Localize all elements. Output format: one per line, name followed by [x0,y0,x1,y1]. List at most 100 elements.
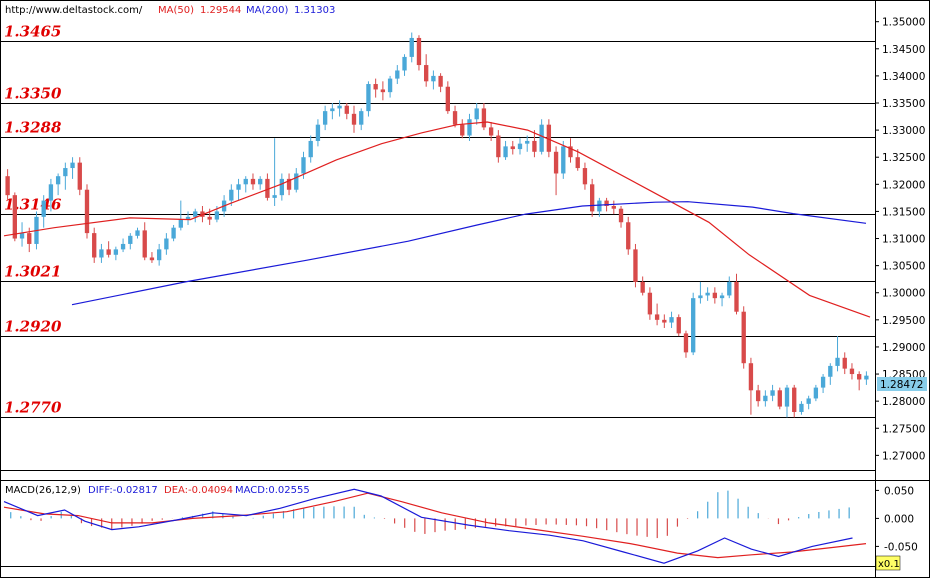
candle-body [618,208,624,223]
ma50-value: 1.29544 [200,5,241,16]
candle [416,35,422,71]
candle [55,173,61,196]
candle-body [741,311,746,364]
candle [229,184,234,206]
candle [748,357,754,415]
candle-body [63,168,68,177]
candle-body [857,374,862,380]
candle [243,176,248,193]
candle-body [344,105,349,114]
candle-body [496,135,501,158]
candle [409,32,414,63]
candle-body [142,230,147,258]
macd-axis: 0.050 0.000 -0.050 [875,485,918,553]
candle [12,192,17,242]
macd-diff-line [3,488,853,564]
candle-body [380,89,386,93]
price-tick-label: 1.34500 [882,44,925,56]
candle-body [171,227,176,239]
candle-body [149,257,155,261]
macd-label: MACD(26,12,9) [5,485,81,496]
candle-body [258,178,263,185]
candle [633,243,638,288]
candle-body [849,368,855,375]
macd-dea-label: DEA:-0.04094 [164,485,233,496]
candle-body [265,178,270,198]
candle [380,81,386,101]
candle-body [395,70,400,79]
candle-body [676,317,681,334]
candle [265,173,270,201]
candle-body [229,189,234,201]
candle [683,330,689,358]
current-price-tag [877,377,927,391]
candle-body [387,78,393,93]
price-tick-label: 1.32000 [882,179,925,191]
candle-body [438,75,443,87]
candle-body [452,111,458,125]
candle-body [561,146,566,174]
candle [488,121,494,141]
candle-body [178,219,183,228]
candle [337,100,342,117]
candle-body [792,387,797,412]
candle-body [698,295,703,299]
candle-body [330,108,335,112]
candle [568,138,573,163]
candle-body [193,211,198,217]
candle [712,287,718,304]
candle-body [41,200,46,217]
ma200-line [71,201,867,306]
candle [755,384,761,407]
candle-body [156,249,162,261]
level-label: 1.3465 [4,23,61,41]
candle [5,169,10,201]
candle-body [488,127,494,136]
candle-body [207,216,212,220]
current-price-text: 1.28472 [880,379,923,391]
candle [806,395,811,410]
candle [149,252,155,263]
candle-body [820,376,826,388]
candle [452,105,458,128]
candle [676,314,681,337]
candle [424,54,429,87]
candle [662,314,667,328]
macd-scale-tag [875,555,901,571]
candle-body [525,140,530,144]
source-url: http://www.deltastock.com/ [5,5,143,16]
candle [763,390,768,407]
candle [618,205,624,228]
candle-body [135,230,140,236]
candle [351,105,357,133]
candle-body [597,200,602,212]
price-tick-label: 1.29000 [882,342,925,354]
candle-body [106,249,111,255]
candle [792,384,797,418]
candle [561,140,566,179]
candle-body [806,398,811,404]
candle [503,140,508,160]
candle-body [70,162,75,169]
price-tick-label: 1.27500 [882,423,925,435]
candle-body [315,124,321,141]
candle-body [55,176,61,185]
candle [178,200,183,231]
candle [272,138,277,206]
candle [99,243,104,263]
macd-indicator [3,488,867,564]
candle-body [691,298,696,353]
candle-body [510,146,515,150]
candle [193,208,198,223]
candle-body [431,75,436,82]
candle [705,287,710,301]
candle-body [532,140,537,152]
candle-body [120,243,126,250]
candle [849,363,855,380]
candle [467,113,472,141]
candle-body [553,151,559,174]
price-tick-label: 1.33000 [882,125,925,137]
ma50-line [3,121,871,318]
level-label: 1.2920 [4,318,62,336]
